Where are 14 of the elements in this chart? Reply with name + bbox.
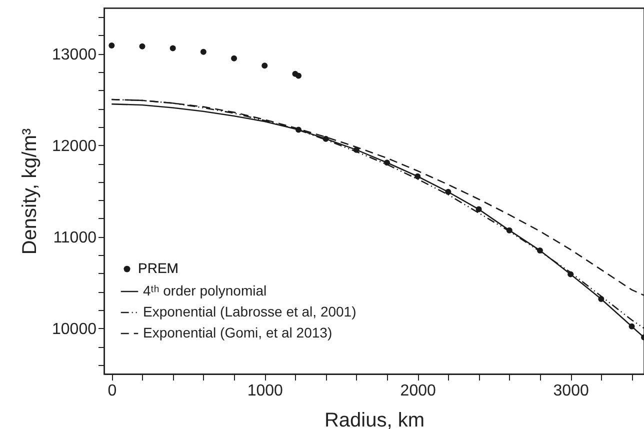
- x-tick-label: 2000: [400, 382, 436, 400]
- legend-label: Exponential (Labrosse et al, 2001): [143, 304, 356, 320]
- legend-label: 4ᵗʰ order polynomial: [143, 282, 267, 298]
- legend-label: PREM: [138, 260, 178, 276]
- y-tick-label: 11000: [53, 229, 97, 246]
- legend-label: Exponential (Gomi, et al 2013): [143, 324, 332, 340]
- y-tick-label: 13000: [52, 46, 97, 64]
- x-axis-title: Radius, km: [324, 410, 425, 429]
- x-tick-label: 0: [108, 382, 117, 400]
- y-axis-title: Density, kg/m³: [19, 128, 42, 255]
- y-tick-label: 10000: [52, 320, 97, 338]
- x-tick-label: 3000: [553, 382, 589, 400]
- x-tick-label: 1000: [247, 382, 284, 400]
- y-tick-label: 12000: [52, 138, 97, 155]
